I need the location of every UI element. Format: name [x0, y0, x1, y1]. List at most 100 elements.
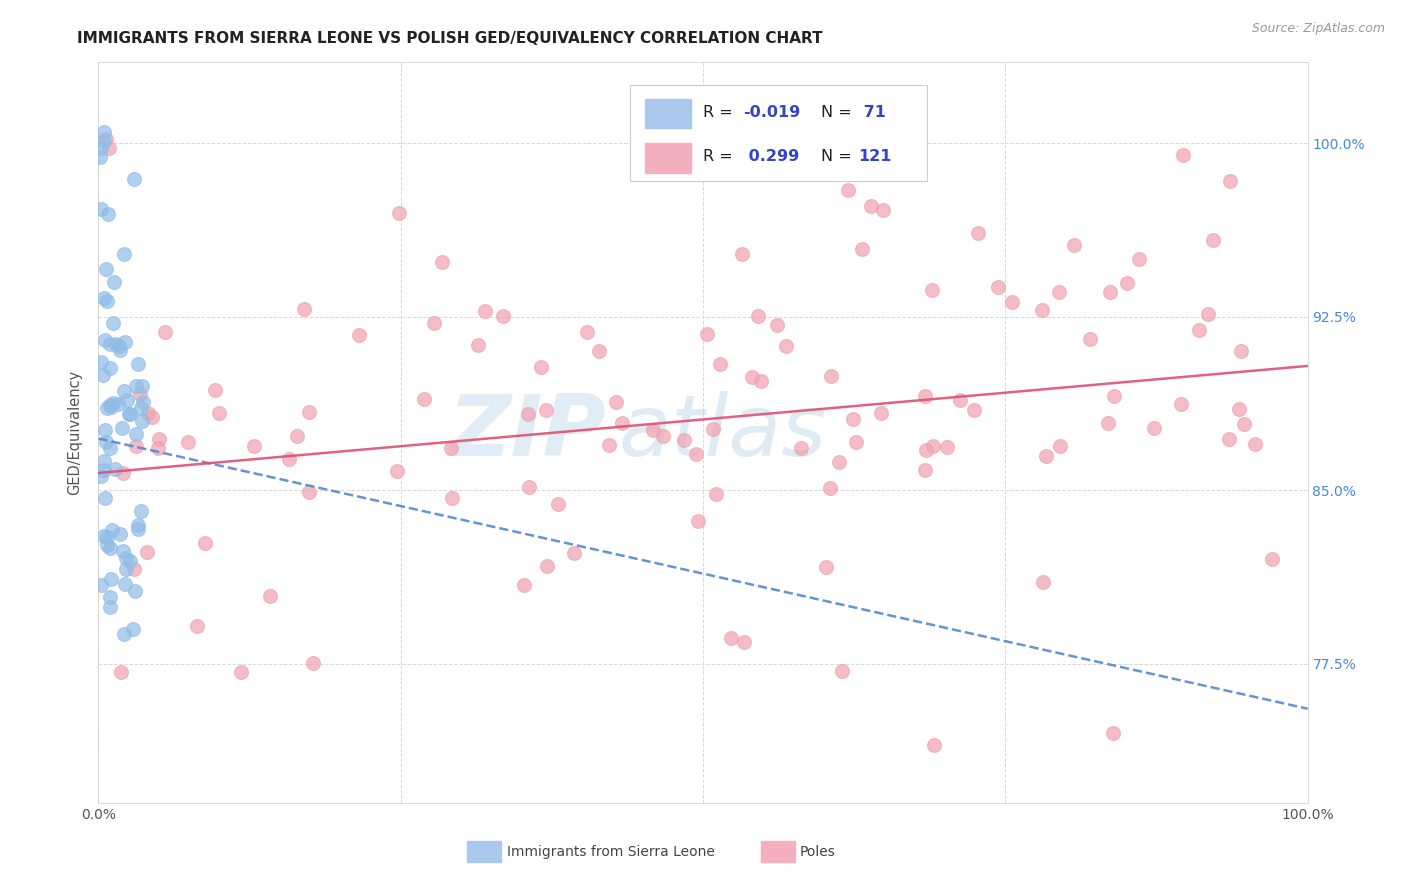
Text: Immigrants from Sierra Leone: Immigrants from Sierra Leone: [508, 845, 716, 859]
Point: [696, 326, 718, 341]
Point: [828, 455, 851, 469]
Point: [1233, 417, 1256, 431]
Point: [673, 434, 696, 448]
Point: [842, 412, 865, 426]
Point: [118, 407, 141, 421]
Point: [831, 664, 853, 678]
Point: [814, 559, 837, 574]
Point: [243, 439, 266, 453]
Point: [1202, 233, 1225, 247]
Point: [935, 440, 957, 454]
Point: [651, 429, 673, 443]
FancyBboxPatch shape: [467, 841, 501, 862]
Text: Poles: Poles: [800, 845, 835, 859]
Point: [141, 409, 163, 424]
FancyBboxPatch shape: [645, 99, 690, 128]
Text: 71: 71: [858, 104, 886, 120]
Point: [100, 541, 122, 555]
Point: [93, 291, 115, 305]
Point: [98, 361, 121, 376]
Point: [474, 303, 496, 318]
Point: [124, 584, 146, 599]
Point: [125, 439, 148, 453]
Point: [749, 374, 772, 388]
Point: [90, 578, 112, 592]
Point: [100, 591, 122, 605]
Point: [517, 407, 540, 421]
Point: [98, 600, 121, 615]
Point: [423, 316, 446, 330]
Point: [704, 487, 727, 501]
Point: [94, 435, 117, 450]
Point: [114, 551, 136, 566]
Point: [298, 485, 321, 500]
Point: [90, 202, 112, 216]
Point: [292, 301, 315, 316]
Point: [1171, 147, 1194, 161]
Point: [643, 423, 665, 437]
Point: [1229, 343, 1251, 358]
Point: [98, 398, 121, 412]
Point: [598, 438, 620, 452]
Point: [347, 328, 370, 343]
Text: atlas: atlas: [619, 391, 827, 475]
Point: [93, 134, 115, 148]
Point: [949, 393, 972, 408]
Point: [388, 205, 411, 219]
Point: [100, 572, 122, 586]
Point: [966, 227, 988, 241]
Point: [440, 491, 463, 505]
Text: 121: 121: [858, 149, 891, 164]
Point: [131, 414, 153, 428]
Point: [127, 357, 149, 371]
Point: [1102, 726, 1125, 740]
Text: Source: ZipAtlas.com: Source: ZipAtlas.com: [1251, 22, 1385, 36]
Point: [530, 360, 553, 375]
Point: [1170, 397, 1192, 411]
Point: [101, 523, 124, 537]
Point: [1219, 174, 1241, 188]
Point: [111, 466, 134, 480]
Point: [93, 333, 115, 347]
Point: [720, 631, 742, 645]
Point: [818, 481, 841, 495]
Point: [93, 125, 115, 139]
Point: [124, 427, 146, 442]
Point: [859, 199, 882, 213]
Point: [1032, 574, 1054, 589]
Text: N =: N =: [821, 149, 858, 164]
Point: [127, 522, 149, 536]
Point: [101, 316, 124, 330]
Point: [111, 421, 134, 435]
Point: [208, 406, 231, 420]
Text: N =: N =: [821, 104, 858, 120]
Point: [114, 577, 136, 591]
Point: [1197, 307, 1219, 321]
Point: [98, 441, 121, 455]
Point: [96, 293, 118, 308]
Point: [987, 279, 1010, 293]
Point: [702, 422, 724, 436]
Point: [1115, 276, 1137, 290]
Point: [94, 132, 117, 146]
Point: [131, 504, 153, 518]
Point: [432, 255, 454, 269]
Point: [1035, 450, 1057, 464]
Point: [1218, 432, 1240, 446]
Point: [204, 383, 226, 397]
Text: R =: R =: [703, 104, 738, 120]
Point: [1227, 402, 1250, 417]
Point: [1031, 303, 1053, 318]
Point: [921, 439, 943, 453]
Point: [1244, 436, 1267, 450]
Point: [111, 544, 134, 558]
FancyBboxPatch shape: [761, 841, 794, 862]
Point: [285, 429, 308, 443]
Point: [94, 262, 117, 277]
Point: [820, 369, 842, 384]
Point: [765, 318, 787, 332]
Point: [93, 529, 115, 543]
Point: [837, 183, 859, 197]
Point: [96, 530, 118, 544]
Point: [775, 339, 797, 353]
